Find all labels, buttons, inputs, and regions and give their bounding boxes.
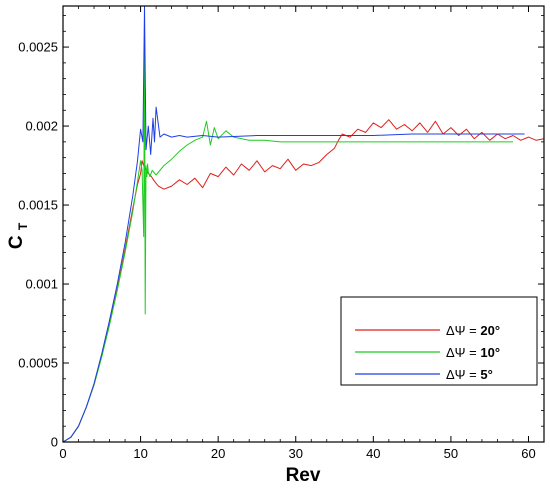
y-axis-title-subscript: T	[16, 222, 30, 230]
series-line-2	[62, 33, 513, 443]
y-tick-label: 0.0015	[18, 198, 58, 213]
x-tick-label: 50	[444, 446, 458, 461]
legend-label-2: ΔΨ = 10°	[446, 345, 500, 360]
legend: ΔΨ = 20°ΔΨ = 10°ΔΨ = 5°	[340, 296, 538, 386]
y-tick-label: 0	[51, 435, 58, 450]
x-tick-label: 60	[521, 446, 535, 461]
x-tick-label: 30	[289, 446, 303, 461]
legend-value: 10°	[480, 345, 500, 360]
x-axis-ticks: 0 10 20 30 40 50 60	[59, 6, 545, 461]
x-tick-label: 20	[211, 446, 225, 461]
x-axis-title: Rev	[286, 465, 321, 486]
x-tick-label: 10	[133, 446, 147, 461]
x-tick-label: 0	[59, 446, 66, 461]
y-tick-label: 0.002	[25, 119, 58, 134]
y-tick-label: 0.001	[25, 277, 58, 292]
x-tick-label: 40	[366, 446, 380, 461]
y-axis-ticks: 0 0.0005 0.001 0.0015 0.002 0.0025	[18, 15, 544, 450]
y-tick-label: 0.0025	[18, 40, 58, 55]
series-layer	[62, 5, 545, 443]
legend-symbol: ΔΨ =	[446, 345, 480, 360]
legend-label-3: ΔΨ = 5°	[446, 367, 493, 382]
y-axis-title: C T	[6, 222, 30, 249]
legend-symbol: ΔΨ =	[446, 367, 480, 382]
legend-label-1: ΔΨ = 20°	[446, 323, 500, 338]
plot-area: 0 10 20 30 40 50 60 0 0.0005 0.001 0.0015 0.002 0.0…	[18, 5, 545, 461]
plot-frame	[62, 5, 545, 443]
series-line-3	[62, 5, 525, 443]
legend-box	[340, 296, 538, 386]
legend-value: 5°	[480, 367, 492, 382]
legend-symbol: ΔΨ =	[446, 323, 480, 338]
legend-items: ΔΨ = 20°ΔΨ = 10°ΔΨ = 5°	[355, 323, 500, 382]
y-axis-title-main: C	[6, 235, 27, 249]
y-tick-label: 0.0005	[18, 356, 58, 371]
legend-value: 20°	[480, 323, 500, 338]
